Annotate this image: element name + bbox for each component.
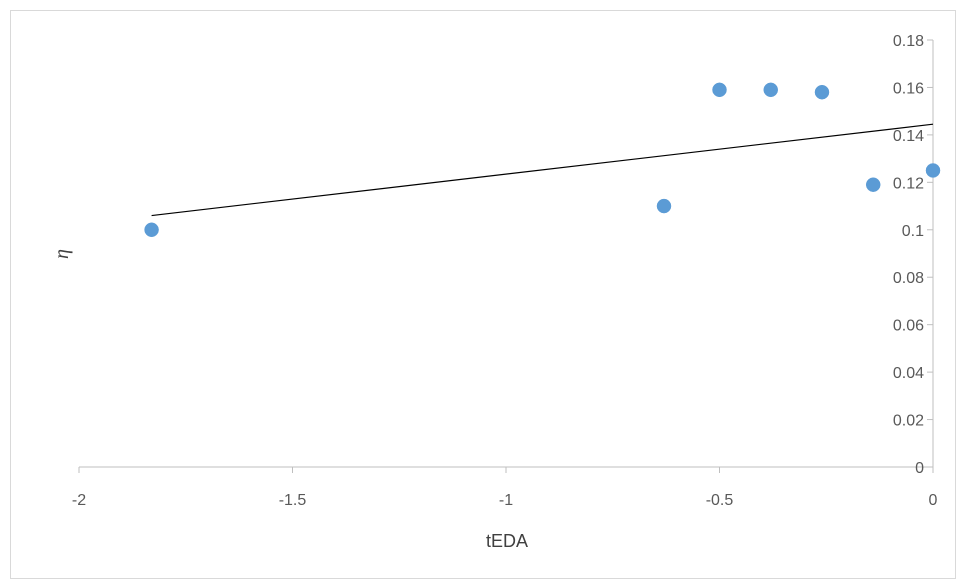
x-tick-label: -1.5 — [279, 492, 307, 509]
x-axis-title: tEDA — [486, 531, 528, 551]
axes — [79, 40, 934, 468]
y-axis-ticks: 0 0.02 0.04 0.06 0.08 0.1 0.12 0.14 0.16 0.18 — [893, 33, 933, 477]
x-tick-label: -0.5 — [706, 492, 734, 509]
trendline-group — [151, 123, 934, 217]
y-tick-label: 0 — [915, 460, 924, 477]
data-point — [144, 222, 159, 238]
data-point — [763, 82, 778, 98]
data-point — [865, 177, 881, 192]
y-tick-label: 0.06 — [893, 318, 924, 335]
y-tick-label: 0.12 — [893, 175, 924, 192]
x-axis-ticks: -2 -1.5 -1 -0.5 0 — [72, 467, 938, 509]
x-tick-label: -2 — [72, 492, 86, 509]
y-tick-label: 0.08 — [893, 270, 924, 287]
data-point — [814, 84, 830, 100]
data-point — [656, 198, 672, 214]
chart-frame — [10, 10, 956, 579]
data-point — [925, 163, 941, 178]
trendline — [151, 123, 934, 217]
data-point — [712, 82, 727, 98]
y-tick-label: 0.14 — [893, 128, 924, 145]
y-tick-label: 0.04 — [893, 365, 924, 382]
y-tick-label: 0.1 — [902, 223, 924, 240]
x-tick-label: -1 — [499, 492, 513, 509]
y-tick-label: 0.18 — [893, 33, 924, 50]
y-tick-label: 0.02 — [893, 413, 924, 430]
y-axis-title: η — [51, 249, 73, 259]
y-tick-label: 0.16 — [893, 80, 924, 97]
x-tick-label: 0 — [929, 492, 938, 509]
data-points — [144, 82, 941, 238]
